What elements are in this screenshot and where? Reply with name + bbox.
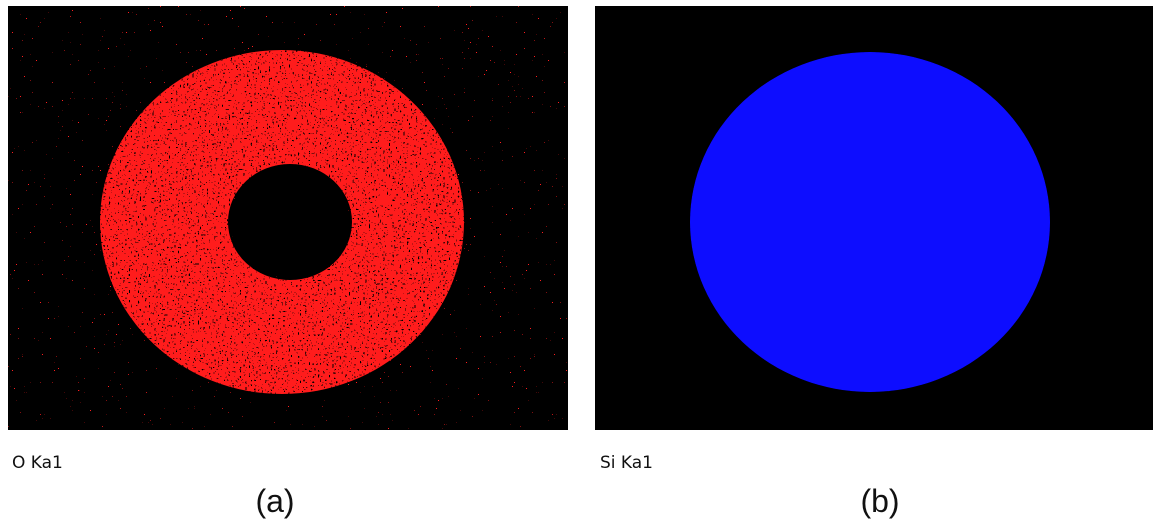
ring-hole — [230, 166, 350, 278]
figure: O Ka1 (a) Si Ka1 (b) — [0, 0, 1153, 525]
caption: O Ka1 — [12, 453, 63, 473]
panel-label: (b) — [860, 483, 899, 519]
panel-b: Si Ka1 (b) — [595, 6, 1153, 519]
panel-a: O Ka1 (a) — [8, 6, 568, 519]
silicon-disk — [690, 52, 1050, 392]
caption: Si Ka1 — [600, 453, 653, 473]
panel-label: (a) — [255, 483, 294, 519]
